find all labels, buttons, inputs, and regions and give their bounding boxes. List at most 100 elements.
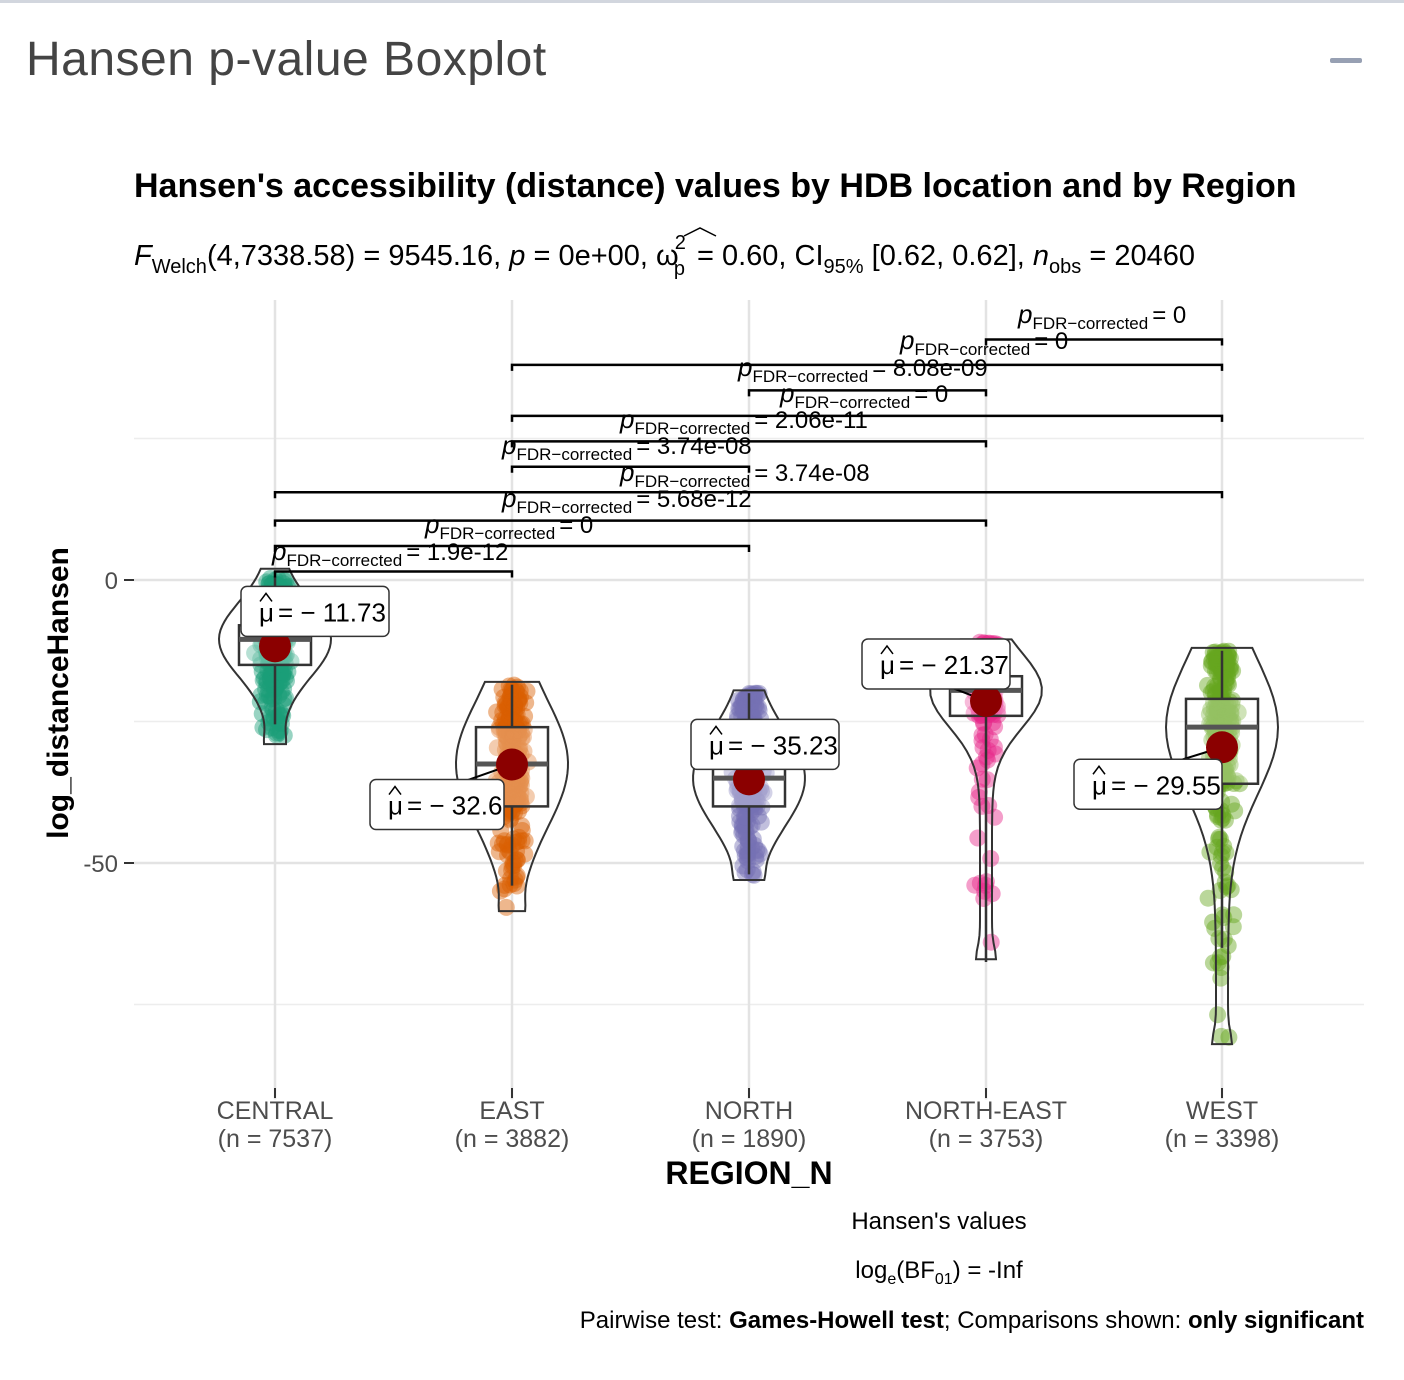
- data-point: [497, 727, 515, 745]
- data-point: [1212, 707, 1230, 725]
- data-point: [1214, 691, 1232, 709]
- data-point: [1211, 680, 1229, 698]
- x-tick-label: CENTRAL: [217, 1097, 334, 1125]
- data-point: [271, 722, 289, 740]
- x-tick-n-label: (n = 3882): [455, 1125, 570, 1153]
- violin-outline: [454, 680, 570, 913]
- data-point: [734, 822, 752, 840]
- mu-hat: [388, 785, 402, 795]
- data-point: [275, 690, 293, 708]
- data-point: [505, 711, 523, 729]
- data-point: [510, 691, 528, 709]
- data-point: [737, 690, 755, 708]
- caption-line1: Hansen's values: [851, 1208, 1026, 1235]
- data-point: [1223, 691, 1241, 709]
- data-point: [501, 800, 519, 818]
- data-point: [513, 832, 531, 849]
- data-point: [258, 672, 276, 690]
- data-point: [493, 711, 511, 729]
- data-point: [498, 735, 516, 752]
- data-point: [1224, 662, 1242, 680]
- x-tick-label: WEST: [1186, 1097, 1258, 1125]
- comparison-bracket: [510, 414, 1224, 422]
- data-point: [501, 843, 519, 861]
- data-point: [258, 721, 275, 739]
- data-point: [1205, 650, 1223, 668]
- data-point: [739, 695, 756, 713]
- data-point: [257, 680, 275, 698]
- data-point: [738, 861, 756, 879]
- bf-mid: (BF: [896, 1257, 935, 1284]
- data-point: [497, 734, 515, 752]
- mean-label: μ = − 35.23: [709, 730, 838, 760]
- data-point: [493, 680, 511, 698]
- data-point: [272, 663, 290, 681]
- data-point: [975, 713, 993, 731]
- data-point: [1202, 657, 1220, 675]
- data-point: [743, 691, 761, 709]
- data-point: [503, 786, 521, 804]
- data-point: [490, 721, 508, 739]
- data-point: [504, 777, 522, 795]
- data-point: [496, 876, 514, 894]
- n-text: = 20460: [1081, 240, 1195, 272]
- data-point: [275, 726, 293, 744]
- minus-icon[interactable]: [1318, 46, 1372, 76]
- data-point: [1212, 703, 1230, 721]
- mean-label: μ = − 21.37: [880, 650, 1009, 680]
- data-point: [1219, 696, 1237, 714]
- data-point: [1217, 708, 1235, 725]
- data-point: [510, 828, 528, 846]
- data-point: [1211, 696, 1229, 714]
- data-point: [501, 688, 519, 706]
- data-point: [510, 729, 527, 747]
- data-point: [268, 669, 286, 687]
- data-point: [1219, 647, 1237, 664]
- data-point: [1211, 687, 1229, 705]
- data-point: [500, 699, 518, 717]
- data-point: [499, 730, 517, 748]
- data-point: [277, 689, 294, 707]
- data-point: [501, 800, 519, 818]
- mean-label-box: [369, 778, 505, 831]
- data-point: [516, 845, 534, 863]
- p-text: = 0e+00,: [525, 240, 656, 272]
- y-tick-label: 0: [105, 568, 118, 595]
- data-point: [1219, 702, 1237, 720]
- omega-symbol: ω: [656, 240, 679, 272]
- data-point: [277, 571, 295, 589]
- p-label: p: [508, 240, 525, 272]
- data-point: [1216, 708, 1233, 726]
- data-point: [262, 675, 280, 693]
- data-point: [505, 830, 523, 848]
- comparison-label: pFDR−corrected = 3.74e-08: [501, 430, 752, 464]
- data-point: [1223, 795, 1240, 813]
- data-point: [979, 741, 997, 759]
- comparison-label: pFDR−corrected = 8.08e-09: [737, 352, 988, 386]
- data-point: [511, 694, 529, 712]
- data-point: [1219, 769, 1237, 787]
- data-point: [1212, 709, 1230, 727]
- data-point: [504, 727, 522, 745]
- data-point: [510, 727, 528, 745]
- data-point: [501, 796, 519, 814]
- data-point: [505, 776, 523, 794]
- data-point: [737, 825, 755, 843]
- comparison-bracket: [273, 519, 988, 527]
- minus-icon-bar: [1330, 58, 1362, 63]
- data-point: [256, 694, 274, 712]
- data-point: [1209, 954, 1227, 972]
- data-point: [267, 726, 285, 744]
- data-point: [1219, 669, 1237, 687]
- caption-bf: loge(BF01) = -Inf: [855, 1257, 1023, 1288]
- data-point: [1213, 708, 1230, 726]
- data-point: [1203, 653, 1221, 671]
- mean-label-box: [1073, 758, 1223, 811]
- data-point: [1217, 705, 1235, 723]
- comparison-bracket: [984, 338, 1224, 346]
- data-point: [246, 644, 264, 662]
- data-point: [734, 701, 752, 719]
- data-point: [514, 728, 532, 746]
- data-point: [748, 841, 766, 859]
